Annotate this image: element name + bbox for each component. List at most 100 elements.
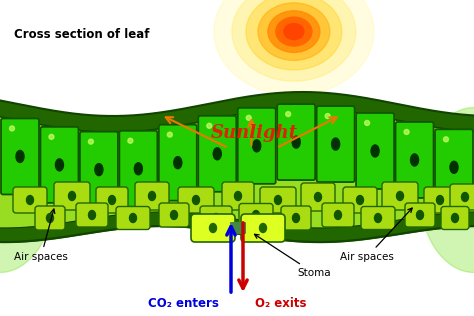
Text: O₂ exits: O₂ exits: [255, 297, 307, 310]
FancyBboxPatch shape: [241, 214, 285, 242]
Ellipse shape: [371, 145, 379, 157]
Ellipse shape: [55, 159, 64, 171]
Ellipse shape: [214, 0, 374, 96]
Ellipse shape: [207, 123, 212, 128]
Ellipse shape: [246, 0, 342, 70]
FancyBboxPatch shape: [435, 129, 473, 205]
Ellipse shape: [27, 196, 34, 204]
Ellipse shape: [89, 139, 93, 144]
FancyBboxPatch shape: [301, 183, 335, 211]
Ellipse shape: [315, 192, 321, 202]
Ellipse shape: [356, 196, 364, 204]
FancyBboxPatch shape: [441, 206, 469, 229]
Text: Stoma: Stoma: [255, 234, 331, 278]
Ellipse shape: [253, 140, 261, 152]
FancyBboxPatch shape: [200, 206, 232, 230]
Ellipse shape: [437, 196, 444, 204]
FancyBboxPatch shape: [96, 187, 128, 213]
Ellipse shape: [274, 196, 282, 204]
Ellipse shape: [410, 154, 419, 166]
Ellipse shape: [0, 107, 55, 272]
FancyBboxPatch shape: [322, 203, 354, 227]
Ellipse shape: [89, 210, 95, 220]
FancyBboxPatch shape: [424, 187, 456, 213]
FancyBboxPatch shape: [1, 118, 39, 194]
Ellipse shape: [192, 196, 200, 204]
Text: Air spaces: Air spaces: [340, 208, 412, 262]
FancyBboxPatch shape: [159, 125, 197, 201]
FancyBboxPatch shape: [405, 203, 435, 227]
FancyBboxPatch shape: [40, 127, 79, 203]
Ellipse shape: [148, 191, 155, 200]
Ellipse shape: [259, 223, 266, 233]
FancyBboxPatch shape: [382, 182, 418, 210]
FancyBboxPatch shape: [450, 184, 474, 210]
FancyBboxPatch shape: [159, 203, 189, 227]
FancyBboxPatch shape: [54, 182, 90, 210]
FancyBboxPatch shape: [191, 214, 235, 242]
Ellipse shape: [232, 0, 356, 81]
Text: CO₂ enters: CO₂ enters: [148, 297, 219, 310]
Ellipse shape: [374, 214, 382, 222]
FancyBboxPatch shape: [230, 222, 246, 234]
FancyBboxPatch shape: [178, 187, 214, 213]
Text: Air spaces: Air spaces: [14, 209, 68, 262]
Ellipse shape: [246, 115, 251, 120]
Ellipse shape: [452, 214, 458, 222]
Ellipse shape: [174, 157, 182, 169]
Ellipse shape: [213, 148, 221, 160]
Ellipse shape: [268, 11, 320, 52]
FancyBboxPatch shape: [343, 187, 377, 213]
Ellipse shape: [16, 150, 24, 162]
Ellipse shape: [335, 210, 341, 220]
Ellipse shape: [253, 210, 259, 220]
Text: Sunlight: Sunlight: [211, 124, 298, 142]
Ellipse shape: [258, 3, 330, 60]
FancyBboxPatch shape: [239, 204, 273, 227]
FancyBboxPatch shape: [260, 187, 296, 213]
Ellipse shape: [95, 164, 103, 176]
FancyBboxPatch shape: [119, 131, 157, 207]
Ellipse shape: [128, 138, 133, 143]
Ellipse shape: [235, 191, 241, 200]
Ellipse shape: [404, 130, 409, 134]
Ellipse shape: [171, 210, 177, 220]
FancyBboxPatch shape: [361, 206, 395, 229]
FancyBboxPatch shape: [395, 122, 434, 198]
Ellipse shape: [49, 134, 54, 139]
Ellipse shape: [450, 161, 458, 173]
FancyBboxPatch shape: [317, 106, 355, 182]
FancyBboxPatch shape: [76, 203, 108, 227]
Ellipse shape: [365, 120, 370, 125]
FancyBboxPatch shape: [35, 206, 65, 230]
Ellipse shape: [396, 191, 403, 200]
Ellipse shape: [46, 214, 54, 222]
Ellipse shape: [212, 214, 219, 222]
FancyBboxPatch shape: [222, 182, 254, 210]
FancyBboxPatch shape: [80, 132, 118, 208]
FancyBboxPatch shape: [277, 104, 315, 180]
Ellipse shape: [210, 223, 217, 233]
Ellipse shape: [417, 210, 423, 220]
Ellipse shape: [292, 136, 300, 148]
Ellipse shape: [167, 132, 173, 137]
Ellipse shape: [276, 17, 312, 46]
Ellipse shape: [286, 112, 291, 117]
Ellipse shape: [444, 137, 448, 142]
Ellipse shape: [325, 113, 330, 118]
Ellipse shape: [134, 163, 142, 175]
Ellipse shape: [419, 107, 474, 272]
FancyBboxPatch shape: [238, 108, 276, 184]
Ellipse shape: [69, 191, 75, 200]
Ellipse shape: [292, 214, 300, 222]
Text: Cross section of leaf: Cross section of leaf: [14, 28, 149, 41]
FancyBboxPatch shape: [116, 206, 150, 229]
FancyBboxPatch shape: [281, 206, 311, 230]
Ellipse shape: [9, 126, 15, 131]
Ellipse shape: [462, 192, 468, 202]
FancyBboxPatch shape: [356, 113, 394, 189]
Ellipse shape: [129, 214, 137, 222]
Ellipse shape: [109, 196, 116, 204]
FancyBboxPatch shape: [198, 116, 236, 192]
Ellipse shape: [332, 138, 340, 150]
